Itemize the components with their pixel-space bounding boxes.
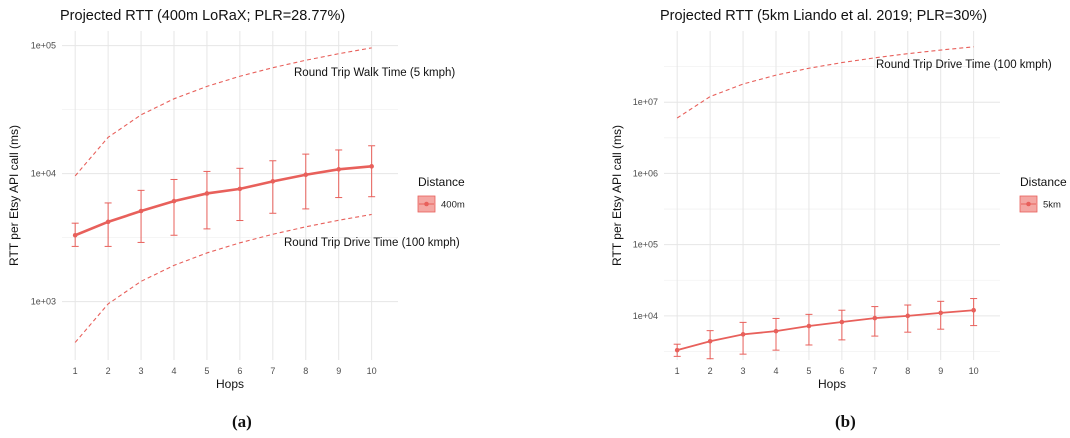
legend-title: Distance xyxy=(1020,175,1067,189)
y-tick-label: 1e+04 xyxy=(633,311,658,321)
x-tick-label: 4 xyxy=(171,366,176,376)
reference-line xyxy=(676,46,974,119)
data-point xyxy=(872,315,878,321)
x-tick-label: 10 xyxy=(969,366,979,376)
data-point xyxy=(204,191,210,196)
y-tick-label: 1e+05 xyxy=(633,240,658,250)
data-point xyxy=(938,310,944,316)
error-bar xyxy=(739,321,747,355)
caption-b: (b) xyxy=(835,412,856,431)
x-tick-label: 3 xyxy=(139,366,144,376)
y-axis-title: RTT per Etsy API call (ms) xyxy=(610,125,624,266)
x-tick-label: 1 xyxy=(73,366,78,376)
error-bar xyxy=(104,202,112,247)
data-point xyxy=(237,186,243,192)
error-bar xyxy=(368,145,376,198)
error-bar xyxy=(904,304,912,333)
error-bar xyxy=(269,160,277,214)
x-tick-label: 9 xyxy=(336,366,341,376)
legend-label: 5km xyxy=(1043,200,1061,211)
legend-b: Distance 5km xyxy=(1019,175,1067,213)
error-bar xyxy=(335,149,343,199)
data-point xyxy=(270,179,276,184)
data-point xyxy=(303,172,309,178)
x-tick-label: 6 xyxy=(839,366,844,376)
series-b xyxy=(673,298,978,360)
error-bar xyxy=(937,300,945,330)
legend-key-point xyxy=(424,201,429,207)
data-point xyxy=(72,232,78,238)
data-point xyxy=(105,219,111,225)
data-point xyxy=(674,347,680,353)
y-axis-title: RTT per Etsy API call (ms) xyxy=(7,125,21,266)
x-tick-label: 8 xyxy=(905,366,910,376)
data-point xyxy=(707,338,713,344)
caption-a: (a) xyxy=(232,412,252,431)
x-axis-title: Hops xyxy=(818,377,846,391)
y-tick-label: 1e+03 xyxy=(31,297,56,307)
y-tick-label: 1e+07 xyxy=(633,97,658,107)
error-bar xyxy=(706,330,714,360)
reference-line xyxy=(74,47,372,177)
reference-line-label: Round Trip Walk Time (5 kmph) xyxy=(294,67,455,79)
chart-b: 1e+04 1e+05 1e+06 1e+07 1 2 3 4 5 6 7 8 9 10 Projected… xyxy=(610,8,1067,391)
data-point xyxy=(336,167,342,172)
legend-label: 400m xyxy=(441,200,465,211)
x-tick-label: 10 xyxy=(367,366,377,376)
error-bar xyxy=(838,309,846,341)
error-bar xyxy=(871,306,879,337)
grid-b xyxy=(664,31,1000,360)
x-tick-label: 6 xyxy=(237,366,242,376)
data-point xyxy=(839,319,845,325)
error-bar xyxy=(170,178,178,236)
data-point xyxy=(971,307,976,313)
x-tick-label: 2 xyxy=(106,366,111,376)
legend-key-point xyxy=(1026,201,1031,207)
x-tick-label: 5 xyxy=(806,366,811,376)
grid-a xyxy=(62,31,398,360)
x-tick-label: 5 xyxy=(204,366,209,376)
legend-a: Distance 400m xyxy=(417,175,465,213)
error-bar xyxy=(203,170,211,230)
y-tick-label: 1e+06 xyxy=(633,168,658,178)
x-tick-label: 7 xyxy=(872,366,877,376)
x-tick-label: 3 xyxy=(741,366,746,376)
data-point xyxy=(806,323,812,329)
series-a xyxy=(71,145,376,247)
x-tick-label: 8 xyxy=(303,366,308,376)
data-point xyxy=(138,208,144,214)
plot-title: Projected RTT (5km Liando et al. 2019; P… xyxy=(660,8,987,24)
x-tick-label: 9 xyxy=(938,366,943,376)
error-bar xyxy=(236,167,244,222)
series-line xyxy=(74,165,372,237)
y-tick-label: 1e+05 xyxy=(31,41,56,51)
reference-line-label: Round Trip Drive Time (100 kmph) xyxy=(876,59,1052,71)
x-axis-title: Hops xyxy=(216,377,244,391)
data-point xyxy=(905,313,911,319)
x-tick-label: 2 xyxy=(708,366,713,376)
x-tick-label: 1 xyxy=(675,366,680,376)
x-tick-label: 7 xyxy=(270,366,275,376)
legend-title: Distance xyxy=(418,175,465,189)
error-bar xyxy=(772,317,780,351)
data-point xyxy=(369,164,374,169)
y-tick-label: 1e+04 xyxy=(31,169,56,179)
plot-title: Projected RTT (400m LoRaX; PLR=28.77%) xyxy=(60,8,345,24)
data-point xyxy=(773,328,779,334)
data-point xyxy=(171,198,177,204)
error-bar xyxy=(805,313,813,346)
reference-line xyxy=(74,213,372,343)
series-line xyxy=(676,309,974,352)
chart-a: 1e+03 1e+04 1e+05 1 2 3 4 5 6 7 8 9 10 Projected RTT … xyxy=(7,8,465,391)
x-tick-label: 4 xyxy=(773,366,778,376)
data-point xyxy=(740,332,746,337)
reference-line-label: Round Trip Drive Time (100 kmph) xyxy=(284,237,460,249)
error-bar xyxy=(137,189,145,243)
error-bar xyxy=(302,153,310,210)
